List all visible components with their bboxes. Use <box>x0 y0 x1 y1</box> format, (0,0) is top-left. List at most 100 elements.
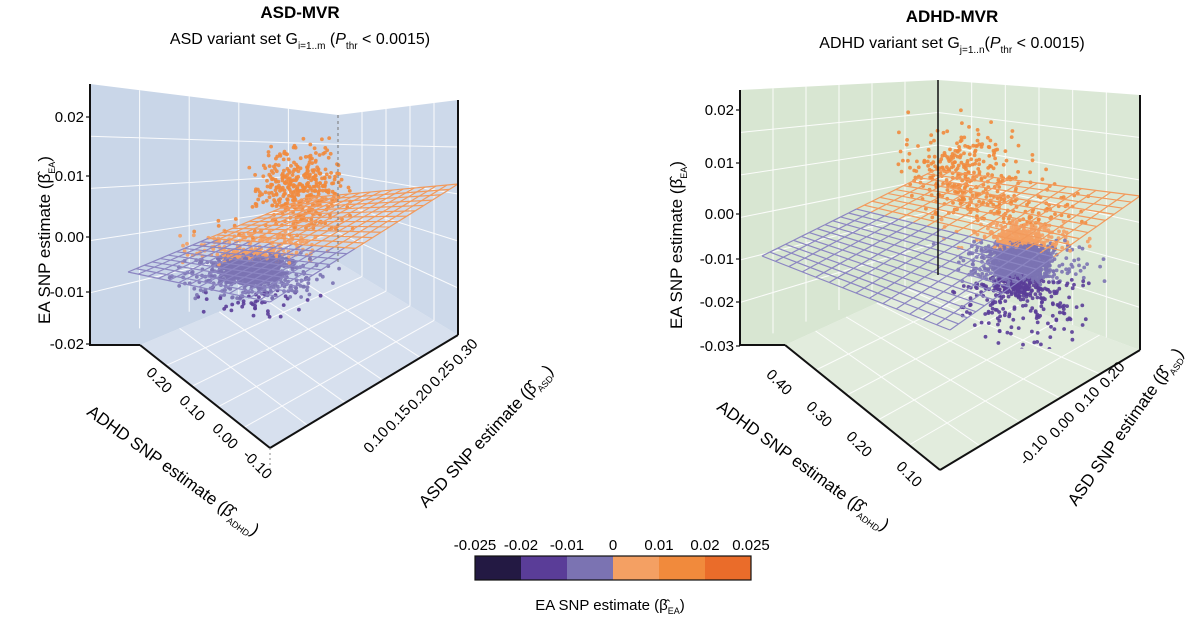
data-point <box>274 163 278 167</box>
data-point <box>293 189 297 193</box>
data-point <box>1036 296 1040 300</box>
data-point <box>1034 292 1038 296</box>
data-point <box>985 298 989 302</box>
data-point <box>307 193 311 197</box>
data-point <box>998 329 1002 333</box>
data-point <box>973 162 977 166</box>
data-point <box>960 121 964 125</box>
y-tick-label: 0.30 <box>449 336 481 369</box>
data-point <box>274 188 278 192</box>
data-point <box>304 155 308 159</box>
data-point <box>959 139 963 143</box>
data-point <box>990 311 994 315</box>
data-point <box>192 230 196 234</box>
data-point <box>275 193 279 197</box>
data-point <box>217 219 221 223</box>
data-point <box>230 309 234 313</box>
data-point <box>973 153 977 157</box>
data-point <box>949 155 953 159</box>
data-point <box>1061 263 1065 267</box>
data-point <box>986 172 990 176</box>
data-point <box>321 275 325 279</box>
data-point <box>287 194 291 198</box>
data-point <box>177 284 181 288</box>
data-point <box>279 315 283 319</box>
data-point <box>926 164 930 168</box>
data-point <box>261 200 265 204</box>
data-point <box>974 149 978 153</box>
data-point <box>1064 267 1068 271</box>
data-point <box>956 191 960 195</box>
data-point <box>1051 314 1055 318</box>
data-point <box>295 176 299 180</box>
data-point <box>271 171 275 175</box>
data-point <box>1017 144 1021 148</box>
data-point <box>296 165 300 169</box>
data-point <box>276 186 280 190</box>
data-point <box>942 131 946 135</box>
data-point <box>304 226 308 230</box>
data-point <box>1050 235 1054 239</box>
data-point <box>1042 307 1046 311</box>
data-point <box>906 159 910 163</box>
data-point <box>977 162 981 166</box>
data-point <box>1011 318 1015 322</box>
data-point <box>268 164 272 168</box>
data-point <box>299 182 303 186</box>
x-tick-label: 0.00 <box>209 420 242 453</box>
data-point <box>1049 325 1053 329</box>
data-point <box>320 137 324 141</box>
data-point <box>325 189 329 193</box>
data-point <box>297 308 301 312</box>
data-point <box>1021 304 1025 308</box>
data-point <box>269 145 273 149</box>
data-point <box>989 165 993 169</box>
z-ticks: 0.020.010.00-0.01-0.02 <box>50 109 90 353</box>
data-point <box>955 141 959 145</box>
data-point <box>1040 296 1044 300</box>
data-point <box>962 284 966 288</box>
data-point <box>191 270 195 274</box>
data-point <box>1065 283 1069 287</box>
data-point <box>1058 311 1062 315</box>
data-point <box>971 262 975 266</box>
data-point <box>192 233 196 237</box>
data-point <box>1004 149 1008 153</box>
data-point <box>306 298 310 302</box>
data-point <box>222 307 226 311</box>
data-point <box>318 181 322 185</box>
data-point <box>314 151 318 155</box>
data-point <box>968 152 972 156</box>
data-point <box>977 158 981 162</box>
data-point <box>994 162 998 166</box>
data-point <box>1088 244 1092 248</box>
data-point <box>1016 170 1020 174</box>
data-point <box>1001 307 1005 311</box>
data-point <box>967 125 971 129</box>
data-point <box>1082 276 1086 280</box>
data-point <box>1098 265 1102 269</box>
data-point <box>897 162 901 166</box>
data-point <box>991 277 995 281</box>
data-point <box>1057 287 1061 291</box>
data-point <box>292 196 296 200</box>
data-point <box>906 110 910 114</box>
data-point <box>1047 280 1051 284</box>
data-point <box>980 272 984 276</box>
chart-subtitle: ADHD variant set Gj=1..n(Pthr < 0.0015) <box>819 35 1084 56</box>
data-point <box>178 234 182 238</box>
z-tick-label: 0.01 <box>55 168 84 185</box>
data-point <box>271 177 275 181</box>
data-point <box>951 290 955 294</box>
data-point <box>277 180 281 184</box>
data-point <box>337 267 341 271</box>
data-point <box>260 192 264 196</box>
data-point <box>977 200 981 204</box>
data-point <box>1037 218 1041 222</box>
data-point <box>1035 313 1039 317</box>
data-point <box>969 157 973 161</box>
data-point <box>1009 332 1013 336</box>
data-point <box>270 183 274 187</box>
data-point <box>329 171 333 175</box>
data-point <box>1087 281 1091 285</box>
